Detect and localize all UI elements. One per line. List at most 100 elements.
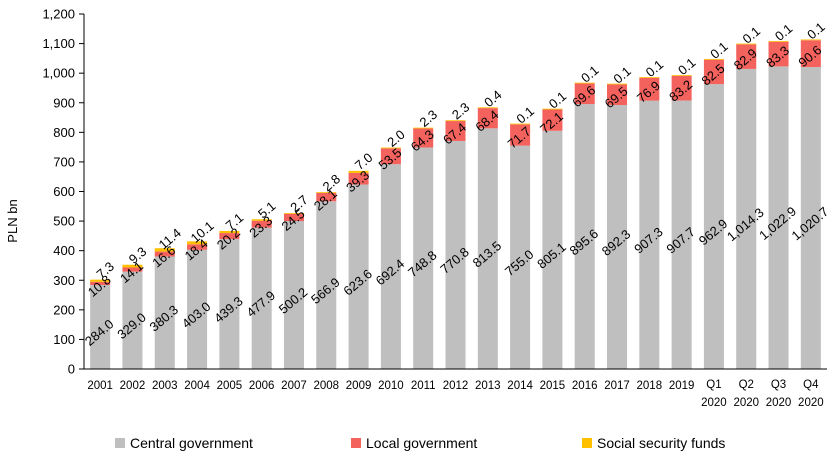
bar-segment-local-government: [348, 172, 369, 185]
bar-segment-social-security-funds: [542, 108, 563, 110]
data-label-social-security-funds: 7.0: [352, 150, 375, 173]
x-tick-label: 2020: [701, 397, 727, 409]
bar-segment-social-security-funds: [380, 147, 401, 149]
y-tick-label: 300: [53, 273, 75, 288]
bar-segment-central-government: [736, 68, 757, 369]
bar-segment-social-security-funds: [316, 192, 337, 193]
x-tick-label: 2006: [249, 380, 275, 392]
x-tick-label: 2017: [604, 380, 630, 392]
bar-segment-central-government: [445, 140, 466, 369]
bar-segment-local-government: [736, 44, 757, 69]
bar-segment-local-government: [768, 41, 789, 67]
x-tick-label: 2011: [411, 380, 436, 392]
data-label-social-security-funds: 0.4: [481, 87, 504, 110]
bar-segment-local-government: [703, 59, 724, 85]
bar-segment-central-government: [574, 104, 595, 369]
bar-segment-central-government: [90, 284, 111, 369]
data-label-social-security-funds: 2.3: [449, 99, 472, 122]
bar-segment-local-government: [445, 121, 466, 141]
legend-label-local-government: Local government: [366, 435, 477, 451]
bar-segment-social-security-funds: [477, 107, 498, 109]
bar-segment-local-government: [154, 251, 175, 257]
legend-swatch-local-government: [351, 438, 361, 448]
data-label-social-security-funds: 0.1: [772, 21, 795, 44]
bar-segment-central-government: [316, 201, 337, 369]
y-tick-label: 700: [53, 154, 75, 169]
y-tick-label: 400: [53, 243, 75, 258]
bar-segment-local-government: [510, 124, 531, 146]
x-tick-label: 2020: [798, 397, 824, 409]
bar-segment-social-security-funds: [348, 170, 369, 173]
legend: Central government Local government Social…: [115, 435, 725, 451]
bar-segment-social-security-funds: [736, 43, 757, 45]
bar-segment-local-government: [316, 192, 337, 202]
x-tick-label: 2005: [217, 380, 243, 392]
x-tick-label: 2008: [313, 380, 339, 392]
y-tick-label: 0: [68, 362, 75, 377]
bar-segment-central-government: [703, 84, 724, 369]
x-tick-label: 2007: [281, 380, 307, 392]
legend-swatch-social-security-funds: [582, 438, 592, 448]
y-axis-label: PLN bn: [5, 199, 20, 242]
bar-segment-social-security-funds: [510, 123, 531, 125]
x-tick-label: 2004: [184, 380, 210, 392]
bar-segment-social-security-funds: [283, 212, 304, 214]
x-tick-label: Q3: [771, 379, 786, 391]
bar-segment-central-government: [219, 239, 240, 369]
x-tick-label: 2019: [669, 380, 695, 392]
bar-segment-social-security-funds: [639, 77, 660, 78]
y-tick-label: 200: [53, 302, 75, 317]
x-tick-label: 2020: [766, 397, 792, 409]
x-tick-label: 2012: [443, 380, 469, 392]
data-label-social-security-funds: 0.1: [643, 57, 666, 80]
bar-segment-local-government: [219, 233, 240, 240]
x-tick-label: 2002: [120, 380, 146, 392]
bar-segment-central-government: [800, 67, 821, 370]
bar-segment-social-security-funds: [219, 230, 240, 234]
y-axis: 0 100 200 300 400 500 600 700 800 900 1,000 1,100 1,…: [42, 7, 85, 377]
data-label-social-security-funds: 0.1: [546, 88, 569, 111]
data-label-social-security-funds: 0.1: [578, 62, 601, 85]
bar-segment-social-security-funds: [574, 82, 595, 84]
bar-segment-local-government: [477, 108, 498, 129]
bar-segment-local-government: [574, 83, 595, 105]
bar-segment-social-security-funds: [671, 75, 692, 76]
bar-segment-social-security-funds: [800, 39, 821, 41]
bar-segment-local-government: [542, 109, 563, 131]
x-tick-label: 2016: [572, 380, 598, 392]
x-tick-label: 2010: [378, 380, 404, 392]
x-tick-label: 2001: [87, 380, 113, 392]
y-tick-label: 100: [53, 332, 75, 347]
bar-segment-social-security-funds: [607, 83, 628, 85]
bar-segment-local-government: [671, 75, 692, 101]
y-tick-label: 900: [53, 95, 75, 110]
bar-segment-local-government: [187, 244, 208, 250]
data-label-social-security-funds: 0.1: [675, 55, 698, 78]
bars: [90, 39, 821, 370]
bar-segment-local-government: [413, 128, 434, 148]
data-label-social-security-funds: 0.1: [513, 103, 536, 126]
x-axis: 2001 2002 2003 2004 2005 2006 2007 2008 2009 2010…: [84, 368, 827, 409]
bar-segment-central-government: [187, 249, 208, 369]
y-tick-label: 800: [53, 125, 75, 140]
x-tick-label: Q1: [706, 379, 721, 391]
bar-segment-central-government: [542, 130, 563, 369]
bar-segment-social-security-funds: [187, 241, 208, 245]
bar-segment-central-government: [154, 256, 175, 369]
legend-label-central-government: Central government: [130, 435, 253, 451]
y-tick-label: 600: [53, 184, 75, 199]
bar-segment-local-government: [380, 148, 401, 165]
bar-segment-local-government: [283, 213, 304, 222]
bar-segment-central-government: [768, 66, 789, 369]
bar-segment-central-government: [607, 105, 628, 369]
bar-segment-local-government: [251, 220, 272, 228]
bar-segment-central-government: [251, 227, 272, 369]
y-tick-label: 1,000: [42, 66, 75, 81]
bar-segment-central-government: [639, 100, 660, 369]
x-tick-label: 2014: [507, 380, 533, 392]
bar-segment-local-government: [90, 281, 111, 285]
bar-segment-central-government: [510, 145, 531, 369]
data-label-social-security-funds: 0.1: [707, 39, 730, 62]
x-tick-label: Q4: [803, 379, 819, 391]
